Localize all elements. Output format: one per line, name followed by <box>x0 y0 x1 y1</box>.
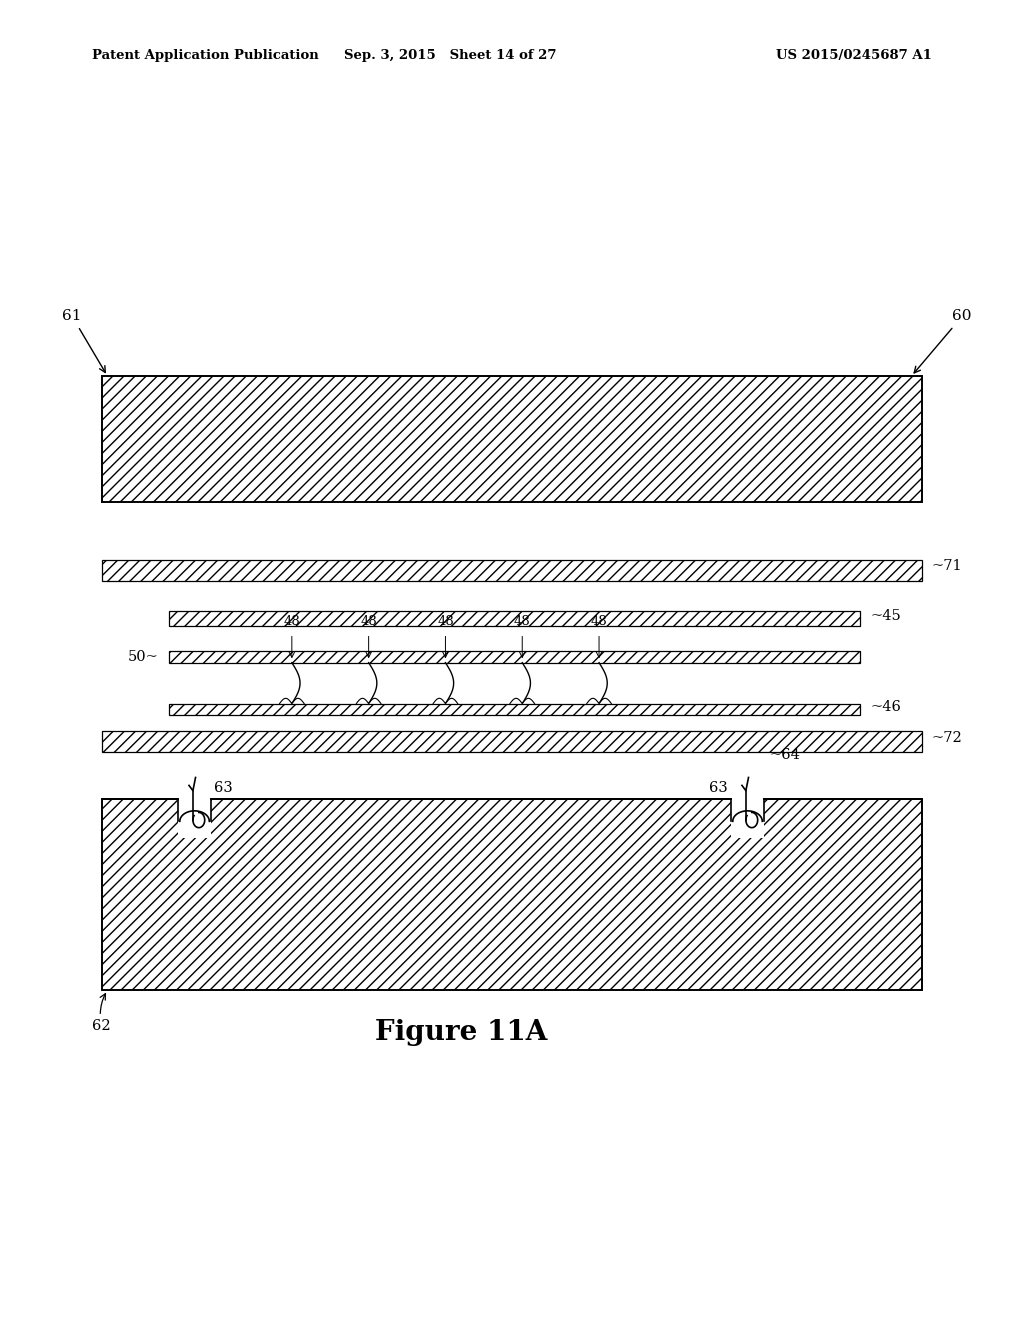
Text: 48: 48 <box>514 615 530 628</box>
Bar <box>102 376 922 502</box>
Text: 48: 48 <box>437 615 454 628</box>
Text: ~72: ~72 <box>932 730 963 744</box>
Text: 62: 62 <box>92 994 111 1034</box>
Text: ~46: ~46 <box>870 700 901 714</box>
Bar <box>731 795 764 838</box>
Text: 48: 48 <box>591 615 607 628</box>
Text: ~45: ~45 <box>870 609 901 623</box>
Text: 48: 48 <box>360 615 377 628</box>
Text: 63: 63 <box>214 780 232 795</box>
Bar <box>102 560 922 581</box>
Text: 63: 63 <box>710 780 728 795</box>
Bar <box>102 731 922 752</box>
Text: ~71: ~71 <box>932 558 963 573</box>
Bar <box>169 611 860 626</box>
Text: 60: 60 <box>914 309 972 372</box>
Text: 48: 48 <box>284 615 300 628</box>
Bar <box>169 704 860 715</box>
Bar <box>102 799 922 990</box>
Text: Sep. 3, 2015   Sheet 14 of 27: Sep. 3, 2015 Sheet 14 of 27 <box>344 49 557 62</box>
Text: Patent Application Publication: Patent Application Publication <box>92 49 318 62</box>
Text: US 2015/0245687 A1: US 2015/0245687 A1 <box>776 49 932 62</box>
Text: 61: 61 <box>62 309 105 372</box>
Bar <box>169 651 860 663</box>
Text: Figure 11A: Figure 11A <box>375 1019 547 1045</box>
Bar <box>178 795 211 838</box>
Text: ~64: ~64 <box>769 747 800 762</box>
Text: 50~: 50~ <box>128 649 159 664</box>
